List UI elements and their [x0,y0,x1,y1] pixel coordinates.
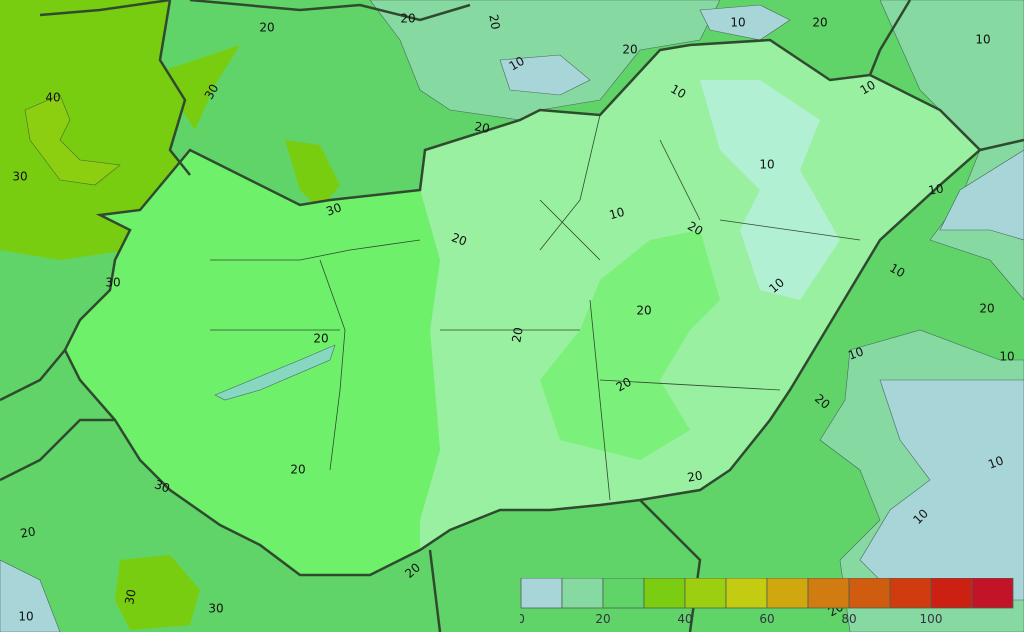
contour-label: 20 [614,375,634,395]
legend-bin [643,578,686,609]
legend-bin [889,578,932,609]
legend-bin [971,578,1014,609]
legend-bin [561,578,604,609]
contour-label: 10 [986,453,1005,471]
contour-label: 20 [686,468,703,484]
legend-bin [602,578,645,609]
contour-label: 30 [202,82,222,102]
contour-label: 30 [324,200,343,218]
legend: 0 20 40 60 80 100 [520,578,1020,628]
contour-label: 20 [685,219,705,239]
legend-tick-label: 60 [759,612,774,626]
contour-label: 10 [759,158,774,172]
contour-label: 20 [622,43,637,57]
legend-tick-label: 80 [841,612,856,626]
hungary [63,38,982,577]
contour-label: 20 [450,230,469,248]
legend-tick-label: 40 [677,612,692,626]
contour-label: 10 [858,78,878,98]
contour-label: 30 [153,477,172,495]
contour-label: 10 [507,54,527,74]
contour-label: 20 [636,304,651,318]
contour-label: 10 [887,261,907,281]
contour-label: 20 [259,21,274,35]
high-area-northwest [0,0,340,630]
contour-label: 20 [812,16,827,30]
contour-label: 30 [208,602,223,616]
contour-label: 30 [12,170,27,184]
legend-bin [848,578,891,609]
legend-tick-label: 100 [920,612,943,626]
contour-label: 20 [486,13,502,30]
contour-label: 10 [999,350,1014,364]
legend-bin [725,578,768,609]
contour-label: 30 [122,588,138,605]
contour-label: 10 [730,16,745,30]
contour-label: 20 [812,391,833,412]
contour-label: 20 [509,326,525,343]
contour-label: 20 [400,12,415,26]
contour-label: 20 [402,560,423,581]
contour-label: 20 [19,524,36,540]
contour-label: 40 [45,91,60,105]
contour-label: 10 [608,205,626,222]
contour-label: 30 [105,276,120,290]
legend-tick-label: 20 [595,612,610,626]
legend-bin [930,578,973,609]
legend-bin [520,578,563,609]
contour-label: 20 [290,463,305,477]
legend-colorbar: 0 20 40 60 80 100 [520,578,1014,626]
hungary-west-region [65,150,440,575]
contour-label: 20 [979,302,994,316]
contour-label: 20 [473,119,490,135]
legend-bin [766,578,809,609]
contour-label: 20 [313,332,328,346]
contour-label: 10 [18,610,33,624]
contour-label: 10 [668,82,688,102]
legend-bin [807,578,850,609]
contour-label: 10 [846,344,865,362]
contour-label: 10 [975,33,990,47]
legend-tick-label: 0 [520,612,525,626]
contour-label: 10 [927,181,944,197]
legend-bin [684,578,727,609]
